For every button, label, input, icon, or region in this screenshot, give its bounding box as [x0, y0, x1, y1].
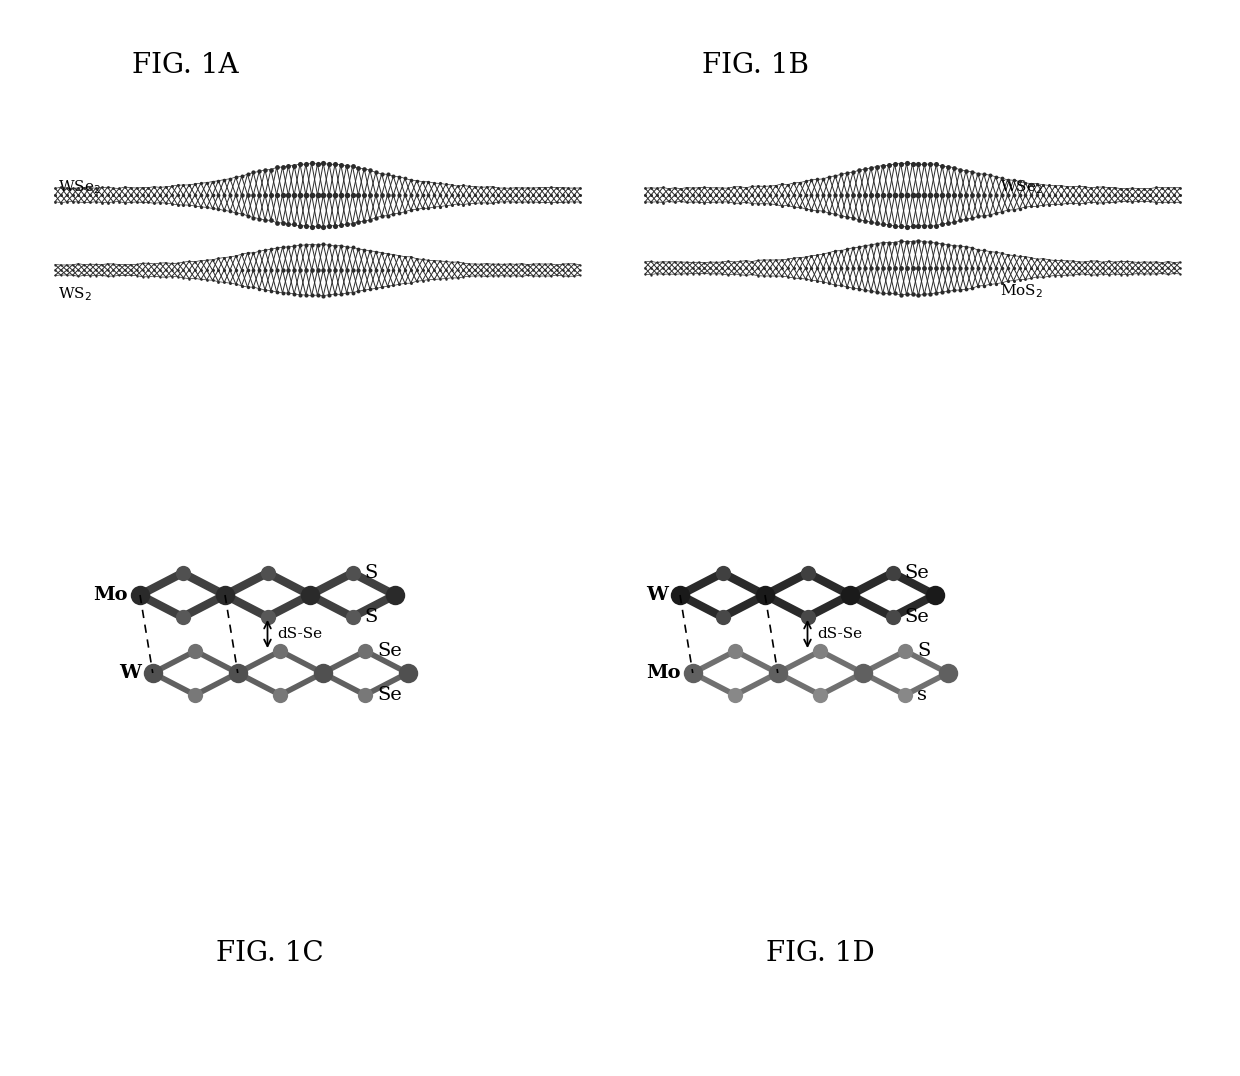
Text: FIG. 1D: FIG. 1D	[765, 940, 874, 967]
Text: W: W	[119, 664, 141, 682]
Text: WSe$_2$: WSe$_2$	[999, 178, 1043, 196]
Text: W: W	[646, 586, 668, 604]
Text: Mo: Mo	[93, 586, 128, 604]
Text: WSe$_2$: WSe$_2$	[58, 178, 100, 196]
Text: MoS$_2$: MoS$_2$	[999, 282, 1043, 300]
Text: dS-Se: dS-Se	[278, 627, 322, 641]
Text: WS$_2$: WS$_2$	[58, 285, 92, 302]
Text: FIG. 1C: FIG. 1C	[216, 940, 324, 967]
Text: dS-Se: dS-Se	[817, 627, 863, 641]
Text: S: S	[365, 608, 378, 626]
Text: Se: Se	[377, 642, 402, 660]
Text: Se: Se	[904, 608, 929, 626]
Text: s: s	[918, 686, 928, 704]
Text: Se: Se	[904, 564, 929, 582]
Text: FIG. 1B: FIG. 1B	[702, 52, 808, 79]
Text: S: S	[365, 564, 378, 582]
Text: FIG. 1A: FIG. 1A	[131, 52, 238, 79]
Text: Mo: Mo	[646, 664, 681, 682]
Text: S: S	[918, 642, 930, 660]
Text: Se: Se	[377, 686, 402, 704]
